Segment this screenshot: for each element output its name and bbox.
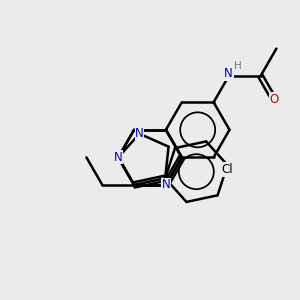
- Text: N: N: [161, 178, 170, 191]
- Text: N: N: [114, 151, 123, 164]
- Text: N: N: [224, 67, 233, 80]
- Text: O: O: [269, 93, 279, 106]
- Text: N: N: [135, 127, 144, 140]
- Text: Cl: Cl: [222, 163, 233, 176]
- Text: H: H: [234, 61, 242, 71]
